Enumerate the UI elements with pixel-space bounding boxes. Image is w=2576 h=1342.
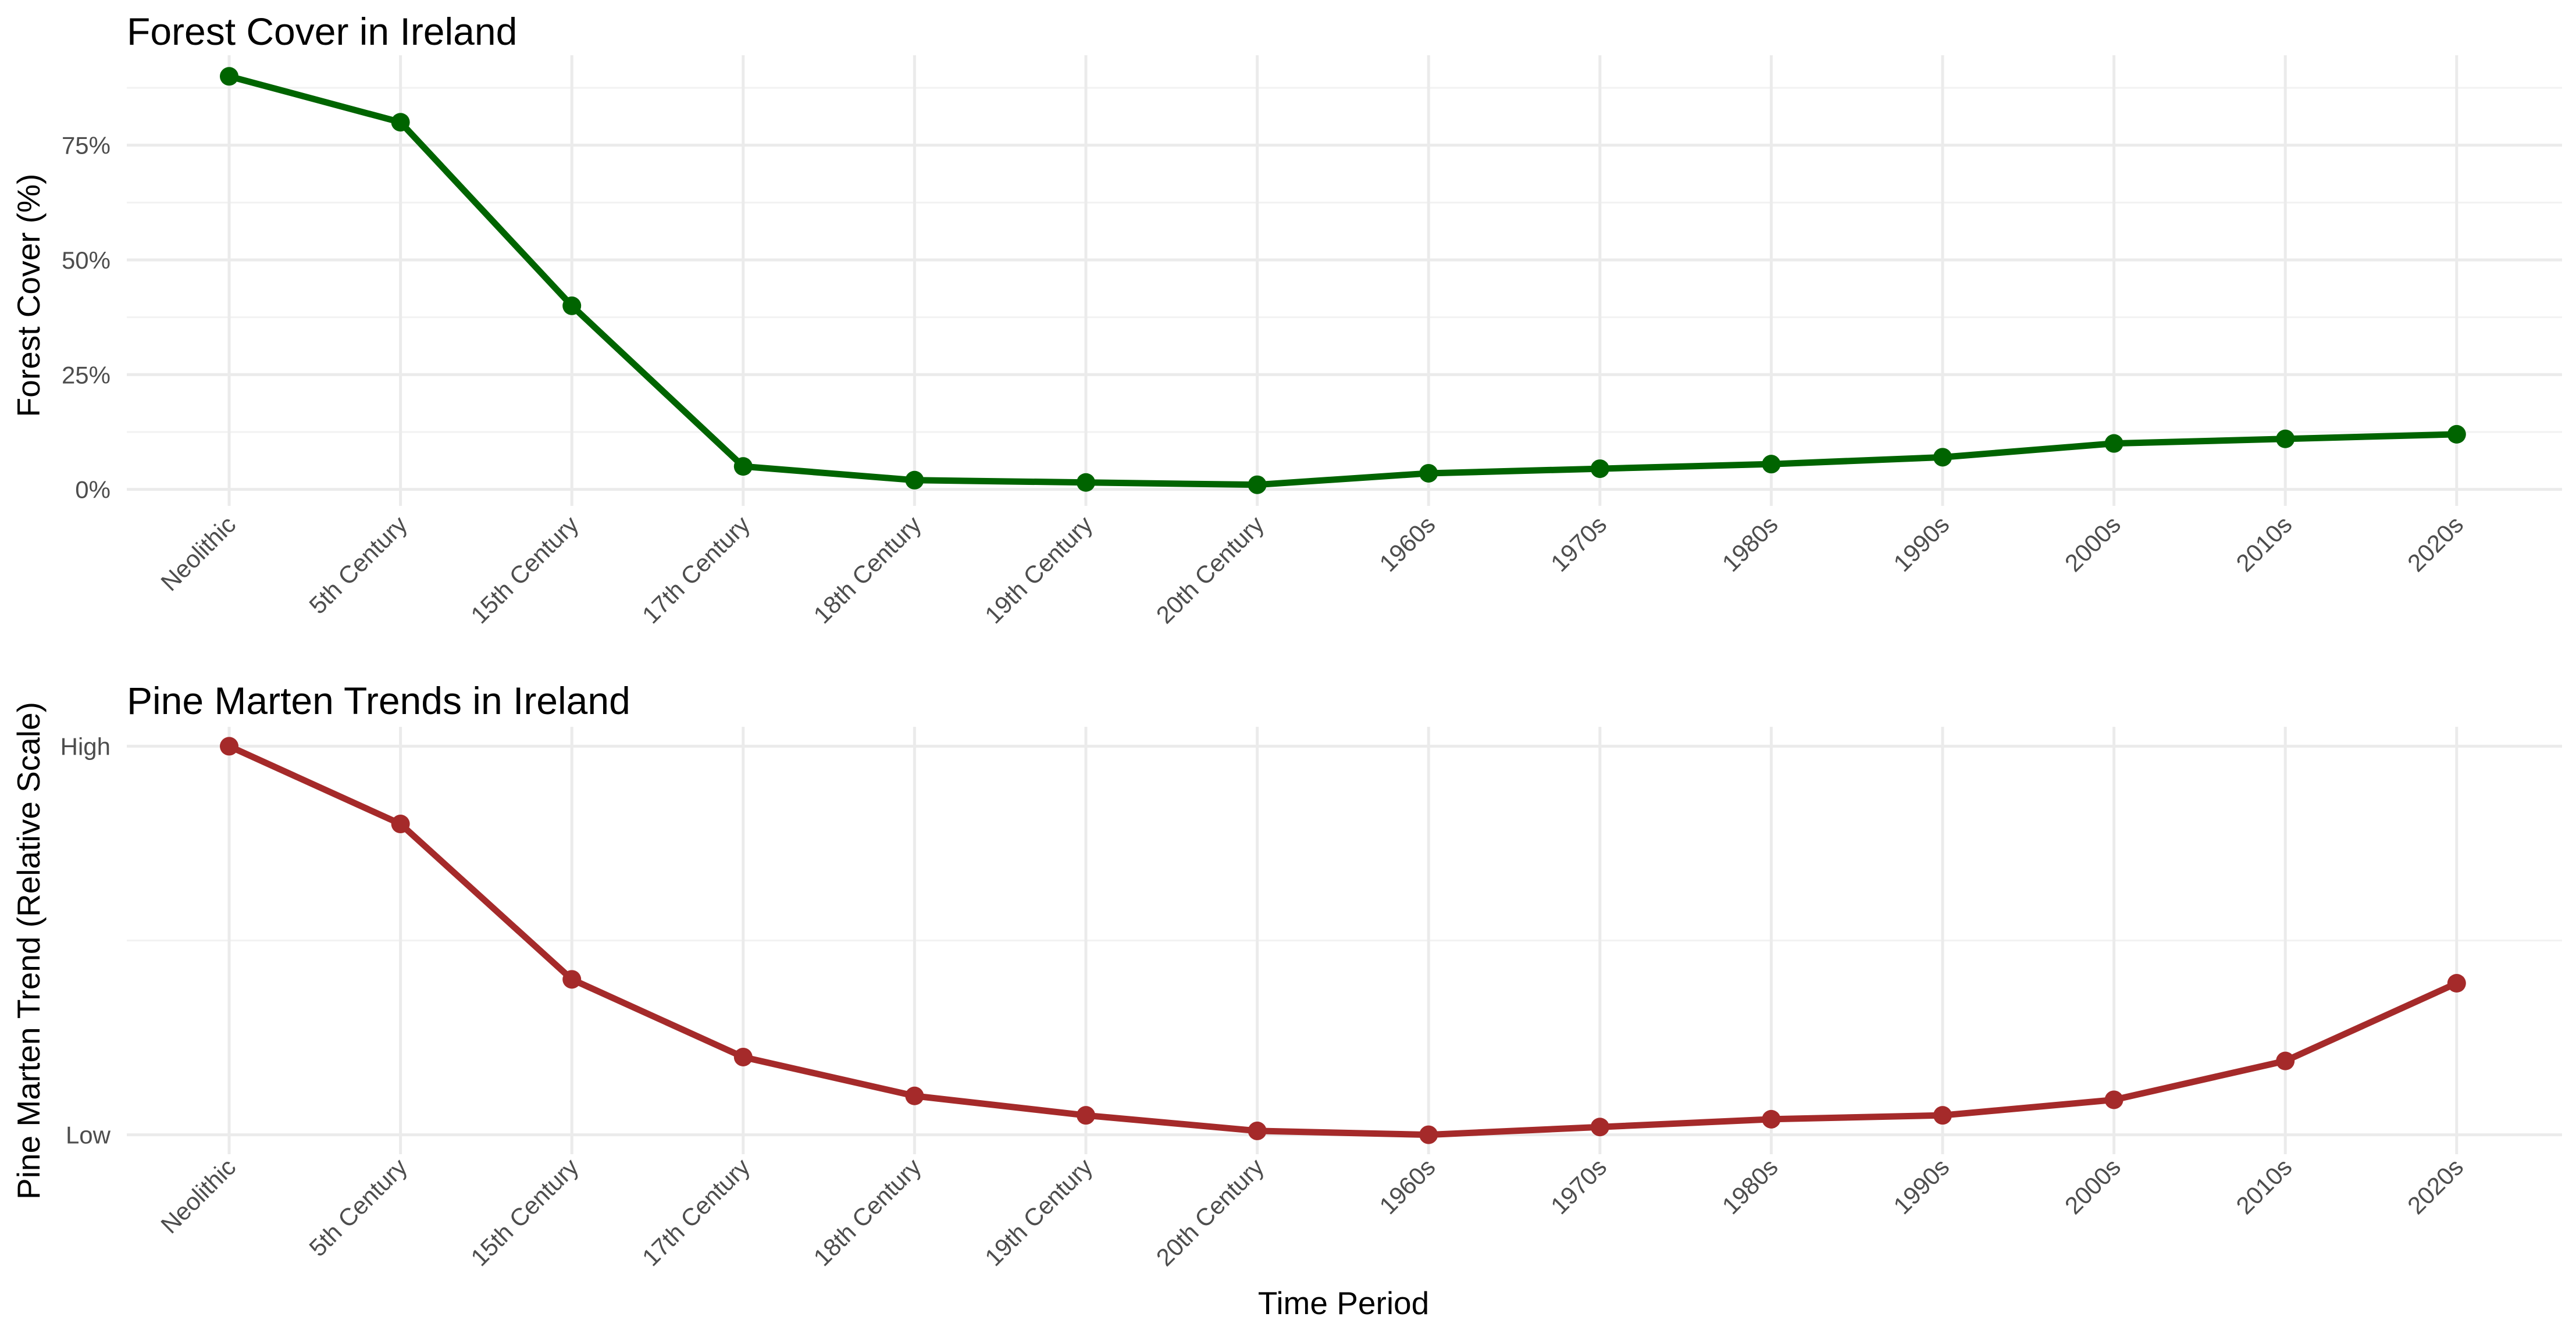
marten-data-point <box>562 970 582 989</box>
forest-y-tick-label: 0% <box>75 476 111 504</box>
marten-series-line <box>226 743 2460 1138</box>
forest-cover-y-axis-title: Forest Cover (%) <box>10 174 47 417</box>
marten-y-tick-label: Low <box>66 1122 111 1149</box>
forest-data-point <box>905 470 924 490</box>
forest-y-tick-label: 25% <box>62 361 111 388</box>
marten-data-point <box>1762 1109 1781 1129</box>
forest-data-point <box>220 67 238 86</box>
forest-data-point <box>1762 455 1781 474</box>
marten-data-point <box>2276 1051 2295 1070</box>
forest-data-point <box>2104 434 2123 453</box>
forest-y-tick-label: 75% <box>62 132 111 159</box>
forest-data-point <box>733 457 753 476</box>
marten-data-point <box>1590 1118 1609 1137</box>
forest-data-point <box>1248 475 1267 494</box>
forest-cover-title: Forest Cover in Ireland <box>127 10 517 53</box>
forest-data-point <box>2447 424 2466 444</box>
marten-data-point <box>1933 1106 1952 1125</box>
forest-data-point <box>391 113 410 132</box>
forest-y-tick-label: 50% <box>62 247 111 274</box>
forest-data-point <box>1419 463 1438 483</box>
forest-data-point <box>1590 459 1609 479</box>
marten-data-point <box>220 737 238 756</box>
pine-marten-y-axis-title: Pine Marten Trend (Relative Scale) <box>10 702 47 1200</box>
forest-data-point <box>1077 473 1095 492</box>
marten-data-point <box>1077 1106 1095 1125</box>
marten-y-tick-label: High <box>60 733 111 760</box>
forest-series-line <box>226 73 2460 488</box>
pine-marten-series <box>220 737 2466 1144</box>
marten-data-point <box>1248 1121 1267 1140</box>
forest-data-point <box>1933 448 1952 467</box>
marten-data-point <box>905 1086 924 1105</box>
pine-marten-y-ticks: Low High <box>60 733 111 1148</box>
forest-data-point <box>2276 429 2295 448</box>
marten-data-point <box>733 1047 753 1066</box>
pine-marten-title: Pine Marten Trends in Ireland <box>127 679 630 722</box>
marten-data-point <box>2104 1090 2123 1109</box>
x-axis-title: Time Period <box>1258 1285 1429 1321</box>
marten-data-point <box>391 815 410 834</box>
pine-marten-gridlines <box>127 727 2562 1154</box>
forest-cover-series <box>220 67 2466 494</box>
marten-data-point <box>1419 1125 1438 1144</box>
forest-data-point <box>562 296 582 315</box>
forest-cover-y-ticks: 0% 25% 50% 75% <box>62 132 111 504</box>
marten-data-point <box>2447 974 2466 993</box>
